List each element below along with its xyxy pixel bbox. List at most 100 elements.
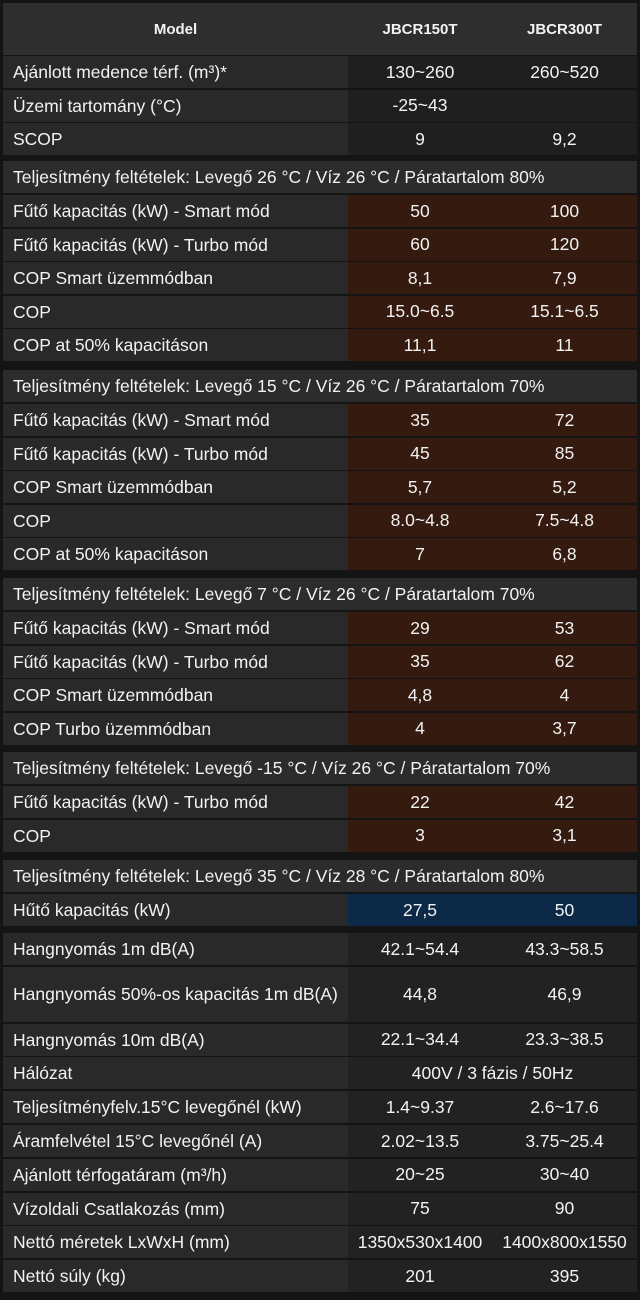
table-row: COP 15.0~6.5 15.1~6.5: [3, 295, 637, 328]
table-row: COP at 50% kapacitáson 11,1 11: [3, 329, 637, 361]
row-value-jbcr150t: 27,5: [348, 894, 492, 926]
row-label: Ajánlott medence térf. (m³)*: [3, 56, 348, 88]
table-row: Fűtő kapacitás (kW) - Smart mód 29 53: [3, 612, 637, 644]
table-row: Fűtő kapacitás (kW) - Turbo mód 22 42: [3, 786, 637, 818]
row-value-jbcr300t: 2.6~17.6: [492, 1091, 637, 1124]
row-label: COP: [3, 819, 348, 852]
row-value-span: 400V / 3 fázis / 50Hz: [348, 1057, 637, 1090]
row-value-jbcr150t: 9: [348, 123, 492, 155]
table-row: Fűtő kapacitás (kW) - Smart mód 35 72: [3, 404, 637, 436]
row-value-jbcr300t: 7.5~4.8: [492, 504, 637, 537]
row-value-jbcr150t: 42.1~54.4: [348, 933, 492, 965]
table-row: Teljesítményfelv.15°C levegőnél (kW) 1.4~…: [3, 1091, 637, 1124]
row-value-jbcr150t: 1350x530x1400: [348, 1226, 492, 1259]
row-value-jbcr300t: 3,1: [492, 819, 637, 852]
row-value-jbcr300t: 62: [492, 645, 637, 678]
row-value-jbcr150t: 7: [348, 538, 492, 570]
row-value-jbcr300t: 42: [492, 786, 637, 818]
row-value-jbcr150t: 2.02~13.5: [348, 1125, 492, 1157]
row-label: Hangnyomás 50%-os kapacitás 1m dB(A): [3, 966, 348, 1022]
row-value-jbcr150t: 20~25: [348, 1158, 492, 1191]
table-row: Ajánlott medence térf. (m³)* 130~260 260~5…: [3, 56, 637, 88]
row-value-jbcr150t: 45: [348, 437, 492, 470]
row-value-jbcr150t: 35: [348, 645, 492, 678]
row-label: Hangnyomás 10m dB(A): [3, 1023, 348, 1056]
row-value-jbcr300t: 5,2: [492, 471, 637, 503]
row-value-jbcr150t: 50: [348, 195, 492, 227]
row-label: Fűtő kapacitás (kW) - Turbo mód: [3, 437, 348, 470]
row-value-jbcr150t: 35: [348, 404, 492, 436]
row-value-jbcr150t: 44,8: [348, 966, 492, 1022]
table-header: Model JBCR150T JBCR300T: [3, 3, 637, 55]
row-label: COP: [3, 295, 348, 328]
row-value-jbcr300t: 3.75~25.4: [492, 1125, 637, 1157]
table-row: Áramfelvétel 15°C levegőnél (A) 2.02~13.5…: [3, 1125, 637, 1157]
row-value-jbcr300t: 4: [492, 679, 637, 711]
row-value-jbcr150t: 4,8: [348, 679, 492, 711]
row-label: Fűtő kapacitás (kW) - Smart mód: [3, 195, 348, 227]
row-label: Fűtő kapacitás (kW) - Smart mód: [3, 404, 348, 436]
row-label: Teljesítményfelv.15°C levegőnél (kW): [3, 1091, 348, 1124]
section-title: Teljesítmény feltételek: Levegő -15 °C /…: [3, 752, 637, 784]
row-value-jbcr300t: 100: [492, 195, 637, 227]
table-row: Hangnyomás 10m dB(A) 22.1~34.4 23.3~38.5: [3, 1023, 637, 1056]
row-label: Fűtő kapacitás (kW) - Turbo mód: [3, 786, 348, 818]
row-label: COP Smart üzemmódban: [3, 679, 348, 711]
table-row: Vízoldali Csatlakozás (mm) 75 90: [3, 1192, 637, 1225]
row-value-jbcr150t: 1.4~9.37: [348, 1091, 492, 1124]
row-value-jbcr150t: 22: [348, 786, 492, 818]
section-title: Teljesítmény feltételek: Levegő 26 °C / …: [3, 161, 637, 193]
header-col1: JBCR150T: [382, 20, 458, 38]
table-row: Ajánlott térfogatáram (m³/h) 20~25 30~40: [3, 1158, 637, 1191]
row-value-jbcr150t: 8,1: [348, 262, 492, 294]
row-value-jbcr300t: 72: [492, 404, 637, 436]
row-label: Ajánlott térfogatáram (m³/h): [3, 1158, 348, 1191]
row-value-jbcr150t: 60: [348, 228, 492, 261]
table-row: COP Smart üzemmódban 4,8 4: [3, 679, 637, 711]
row-value-jbcr300t: 43.3~58.5: [492, 933, 637, 965]
table-row: SCOP 9 9,2: [3, 123, 637, 155]
row-value-jbcr300t: 1400x800x1550: [492, 1226, 637, 1259]
row-label: Fűtő kapacitás (kW) - Smart mód: [3, 612, 348, 644]
row-value-jbcr300t: 395: [492, 1260, 637, 1293]
table-row: Nettó súly (kg) 201 395: [3, 1260, 637, 1293]
table-row: COP Smart üzemmódban 8,1 7,9: [3, 262, 637, 294]
table-row: Hangnyomás 50%-os kapacitás 1m dB(A) 44,8…: [3, 966, 637, 1022]
row-value-jbcr300t: 3,7: [492, 712, 637, 745]
section-title: Teljesítmény feltételek: Levegő 7 °C / V…: [3, 578, 637, 610]
row-label: Fűtő kapacitás (kW) - Turbo mód: [3, 645, 348, 678]
table-row: COP 8.0~4.8 7.5~4.8: [3, 504, 637, 537]
row-label: COP Smart üzemmódban: [3, 471, 348, 503]
table-row: COP at 50% kapacitáson 7 6,8: [3, 538, 637, 570]
header-col2: JBCR300T: [526, 20, 603, 38]
row-label: Nettó méretek LxWxH (mm): [3, 1226, 348, 1259]
table-row: Hangnyomás 1m dB(A) 42.1~54.4 43.3~58.5: [3, 933, 637, 965]
row-value-jbcr300t: 30~40: [492, 1158, 637, 1191]
row-label: COP at 50% kapacitáson: [3, 329, 348, 361]
row-label: COP at 50% kapacitáson: [3, 538, 348, 570]
row-value-jbcr300t: 11: [492, 329, 637, 361]
row-value-jbcr300t: 23.3~38.5: [492, 1023, 637, 1056]
row-label: Hangnyomás 1m dB(A): [3, 933, 348, 965]
row-value-jbcr300t: 15.1~6.5: [492, 295, 637, 328]
header-model: Model: [153, 20, 198, 38]
row-label: Áramfelvétel 15°C levegőnél (A): [3, 1125, 348, 1157]
row-label: Hűtő kapacitás (kW): [3, 894, 348, 926]
row-label: Üzemi tartomány (°C): [3, 89, 348, 122]
row-value-jbcr300t: 9,2: [492, 123, 637, 155]
row-value-jbcr300t: 260~520: [492, 56, 637, 88]
row-value-jbcr150t: 8.0~4.8: [348, 504, 492, 537]
row-value-jbcr150t: 201: [348, 1260, 492, 1293]
table-row: COP 3 3,1: [3, 819, 637, 852]
row-value-jbcr150t: 4: [348, 712, 492, 745]
row-label: Vízoldali Csatlakozás (mm): [3, 1192, 348, 1225]
table-row: Nettó méretek LxWxH (mm) 1350x530x1400 140…: [3, 1226, 637, 1259]
row-label: Hálózat: [3, 1057, 348, 1090]
row-label: COP: [3, 504, 348, 537]
table-row: Hálózat 400V / 3 fázis / 50Hz: [3, 1057, 637, 1090]
row-value-jbcr300t: 120: [492, 228, 637, 261]
row-value-jbcr150t: 130~260: [348, 56, 492, 88]
row-value-jbcr150t: 5,7: [348, 471, 492, 503]
section-title: Teljesítmény feltételek: Levegő 35 °C / …: [3, 860, 637, 892]
row-value-jbcr150t: 22.1~34.4: [348, 1023, 492, 1056]
